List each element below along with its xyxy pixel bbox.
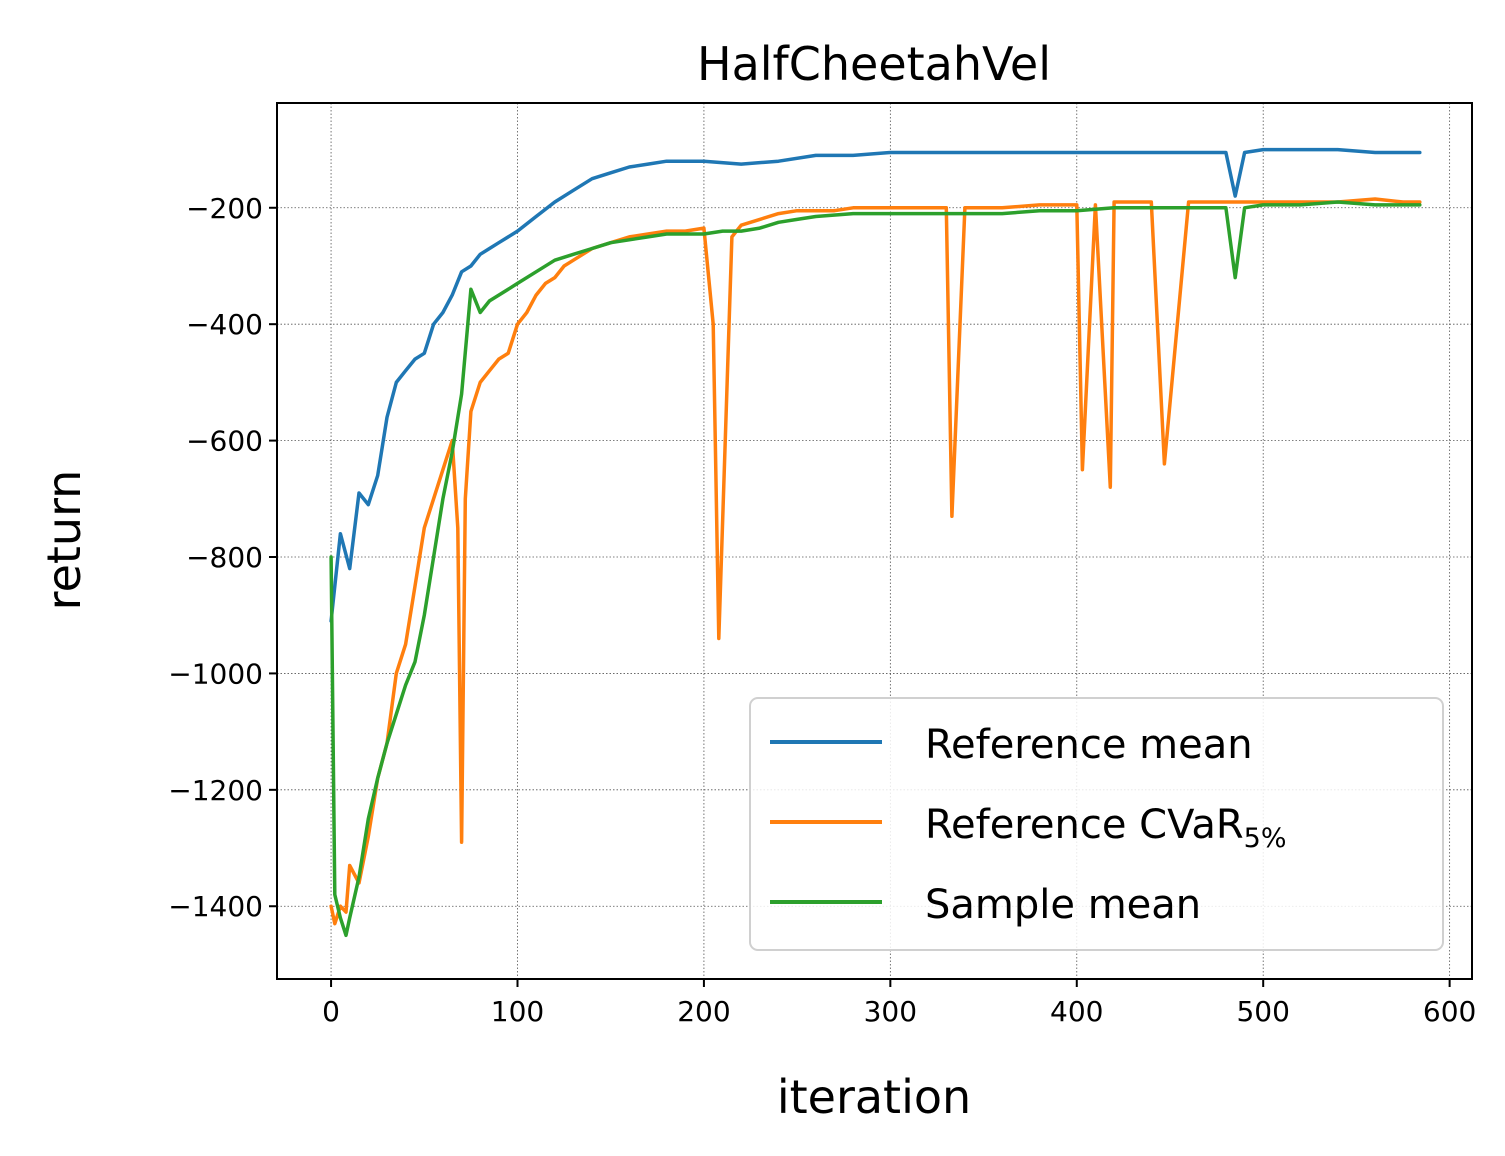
legend-label-reference-cvar: Reference CVaR5% <box>925 802 1286 854</box>
x-tick-label: 500 <box>1236 995 1289 1028</box>
legend-entry-sample-mean: Sample mean <box>770 882 1201 928</box>
x-tick-label: 300 <box>864 995 917 1028</box>
series-line-sample-mean <box>329 200 1422 938</box>
series-line-reference-mean <box>329 147 1422 623</box>
legend-entry-reference-cvar: Reference CVaR5% <box>770 802 1286 854</box>
x-axis-ticks: 0 100 200 300 400 500 600 <box>322 979 1476 1028</box>
legend-label-sample-mean: Sample mean <box>925 882 1201 928</box>
x-tick-label: 600 <box>1423 995 1476 1028</box>
legend-label-reference-cvar-subscript: 5% <box>1244 823 1287 854</box>
y-tick-label: −400 <box>186 308 263 341</box>
y-tick-label: −200 <box>186 192 263 225</box>
y-tick-label: −1000 <box>168 657 263 690</box>
y-tick-label: −1200 <box>168 774 263 807</box>
plot-frame <box>276 102 1473 980</box>
legend-box <box>749 697 1444 951</box>
y-tick-label: −600 <box>186 425 263 458</box>
legend-label-reference-mean: Reference mean <box>925 722 1253 768</box>
chart-title: HalfCheetahVel <box>697 37 1051 91</box>
x-tick-label: 100 <box>491 995 544 1028</box>
y-axis-label: return <box>37 470 91 611</box>
x-tick-label: 200 <box>677 995 730 1028</box>
series-line-reference-cvar <box>329 197 1422 926</box>
y-tick-label: −1400 <box>168 890 263 923</box>
grid <box>277 103 1472 979</box>
x-tick-label: 0 <box>322 995 340 1028</box>
series-layer <box>329 147 1422 938</box>
legend-entry-reference-mean: Reference mean <box>770 722 1253 768</box>
x-tick-label: 400 <box>1050 995 1103 1028</box>
x-axis-label: iteration <box>777 1070 971 1124</box>
y-axis-ticks: −200 −400 −600 −800 −1000 −1200 −1400 <box>168 192 277 923</box>
y-tick-label: −800 <box>186 541 263 574</box>
legend: Reference mean Reference CVaR5% Sample m… <box>749 697 1444 951</box>
legend-label-reference-cvar-main: Reference CVaR <box>925 802 1244 848</box>
